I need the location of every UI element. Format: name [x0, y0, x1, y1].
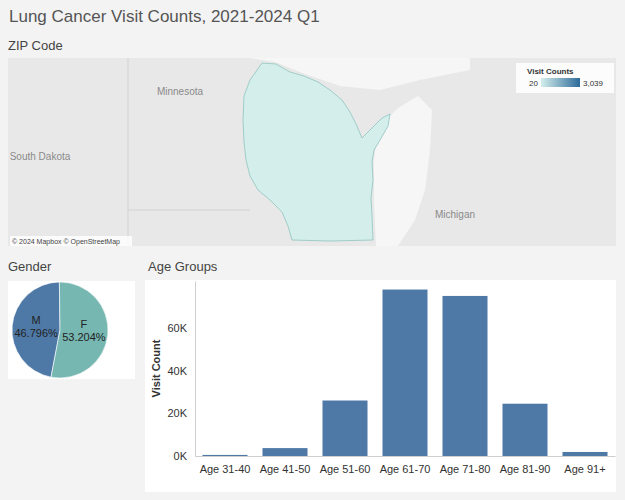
panel-title: Gender [8, 259, 52, 274]
panel-title: ZIP Code [8, 38, 63, 53]
x-tick-label: Age 71-80 [440, 463, 491, 475]
y-tick: 60K [167, 322, 187, 334]
x-tick: Age 81-90 [500, 463, 551, 475]
background [0, 0, 625, 500]
y-tick: 0K [174, 450, 188, 462]
bar [563, 452, 608, 456]
y-tick: 40K [167, 365, 187, 377]
dashboard: Lung Cancer Visit Counts, 2021-2024 Q1 ZI… [0, 0, 625, 500]
bar-panel: Age GroupsAge 31-40Age 41-50Age 51-60Age… [145, 259, 616, 492]
x-tick-label: Age 51-60 [320, 463, 371, 475]
state-border [128, 58, 129, 246]
data-label: 46.796% [14, 327, 58, 339]
map-panel: ZIP Code Minnesota South Dakota Michigan © 2… [8, 38, 616, 246]
legend-bg [516, 63, 614, 93]
map-label: Minnesota [157, 86, 204, 97]
pie-slice [51, 282, 108, 378]
state-border [128, 210, 250, 211]
bar [323, 401, 368, 456]
y-axis: 0K 20K 40K 60K [167, 282, 195, 463]
y-axis-line [195, 282, 196, 457]
y-tick-label: 20K [167, 407, 187, 419]
state-shape [243, 63, 390, 241]
x-axis-line [196, 456, 616, 457]
map-label: Michigan [435, 209, 475, 220]
x-tick-label: Age 91+ [564, 463, 605, 475]
bar [503, 404, 548, 456]
y-tick-label: 60K [167, 322, 187, 334]
color-bar [541, 78, 580, 87]
pie-panel: Gender M46.796% F53.204% [8, 259, 135, 379]
attribution-bg [10, 236, 132, 246]
bar [203, 455, 248, 456]
y-tick: 20K [167, 407, 187, 419]
map-label: South Dakota [10, 151, 71, 162]
attribution: © 2024 Mapbox © OpenStreetMap [12, 238, 120, 246]
pie: M46.796% F53.204% [12, 282, 108, 378]
data-label: 53.204% [62, 331, 106, 343]
x-tick: Age 71-80 [440, 463, 491, 475]
x-tick: Age 51-60 [320, 463, 371, 475]
panel-bg [8, 281, 135, 379]
dashboard-title: Lung Cancer Visit Counts, 2021-2024 Q1 [9, 7, 320, 26]
x-tick: Age 61-70 [380, 463, 431, 475]
slice-category-label: M [32, 314, 41, 326]
color-bar-tick-label: 3,039 [583, 79, 604, 88]
panel-bg [145, 280, 616, 492]
bar [263, 448, 308, 456]
bar [383, 290, 428, 456]
legend-title: Visit Counts [527, 67, 574, 76]
slice-category-label: F [81, 318, 88, 330]
bars [203, 290, 608, 456]
dashboard-svg: Lung Cancer Visit Counts, 2021-2024 Q1 ZI… [0, 0, 625, 500]
y-tick-label: 0K [174, 450, 188, 462]
x-tick: Age 41-50 [260, 463, 311, 475]
color-bar-tick-label: 20 [529, 79, 538, 88]
x-axis: Age 31-40 Age 41-50 Age 51-60 Age 61-70 Age … [196, 457, 616, 475]
x-tick-label: Age 31-40 [200, 463, 251, 475]
map-base [8, 58, 616, 246]
bar [443, 296, 488, 456]
x-tick-label: Age 61-70 [380, 463, 431, 475]
x-tick-label: Age 41-50 [260, 463, 311, 475]
y-axis-title: Visit Count [150, 339, 162, 397]
pie-slice [12, 282, 60, 377]
y-tick-label: 40K [167, 365, 187, 377]
x-tick: Age 91+ [564, 463, 605, 475]
panel-title: Age Groups [148, 259, 218, 274]
x-tick-label: Age 81-90 [500, 463, 551, 475]
x-tick: Age 31-40 [200, 463, 251, 475]
